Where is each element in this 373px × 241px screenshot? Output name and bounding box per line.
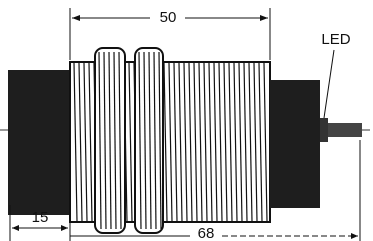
sensor-drawing: 50 LED 15 68 bbox=[0, 0, 373, 241]
led-window bbox=[320, 118, 328, 142]
dimension-label: 15 bbox=[32, 209, 49, 226]
dimension-label: 50 bbox=[160, 9, 177, 26]
page: 50 LED 15 68 (() => { const data = JSON.… bbox=[0, 0, 373, 241]
led-label: LED bbox=[321, 31, 350, 48]
dimension-label: 68 bbox=[198, 225, 215, 241]
leader-line bbox=[324, 50, 334, 118]
cable bbox=[328, 123, 362, 137]
arrowhead bbox=[351, 233, 358, 239]
rear-housing bbox=[270, 80, 320, 208]
front-cap bbox=[8, 70, 72, 215]
